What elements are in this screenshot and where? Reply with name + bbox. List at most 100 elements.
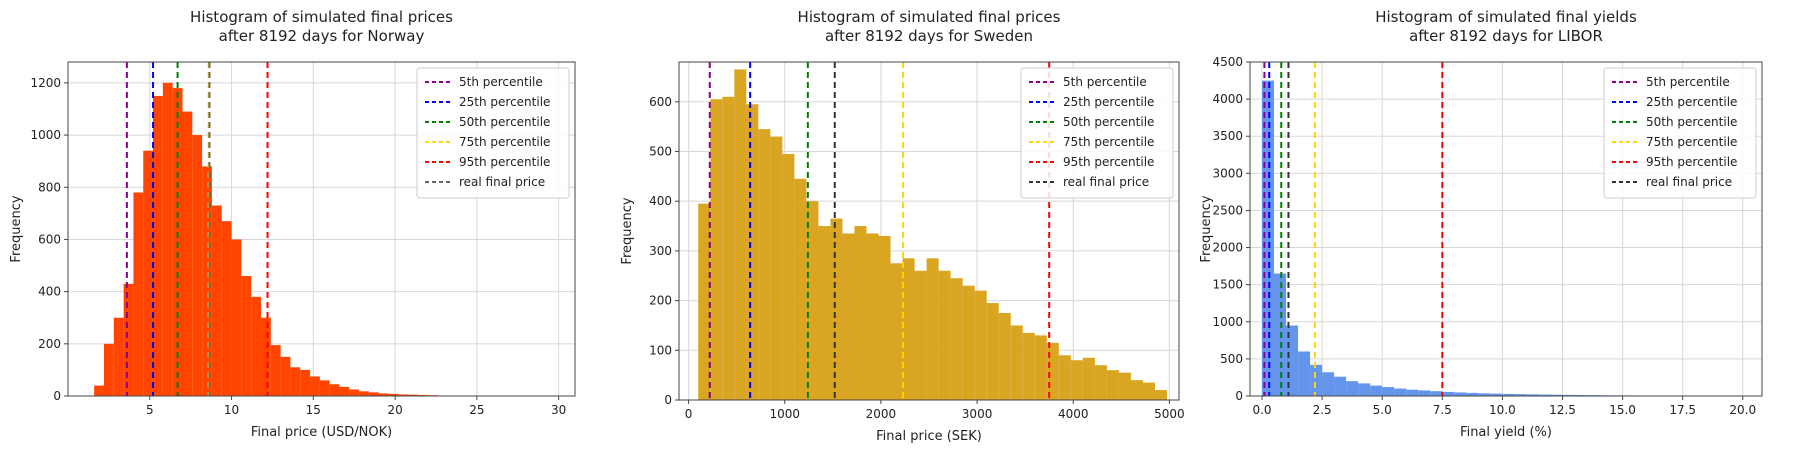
legend-label: 75th percentile <box>1063 135 1154 149</box>
legend-label: 25th percentile <box>1646 95 1737 109</box>
histogram-bar <box>368 392 379 396</box>
histogram-bar <box>192 135 203 396</box>
histogram-bar <box>914 270 927 400</box>
histogram-bar <box>1274 273 1287 396</box>
histogram-bar <box>974 290 987 400</box>
histogram-bar <box>408 394 418 396</box>
histogram-bar <box>842 233 855 400</box>
histogram-norway: Histogram of simulated final prices after… <box>9 8 576 440</box>
y-axis-label: Frequency <box>1199 195 1214 262</box>
histogram-bar <box>1058 355 1071 400</box>
legend-label: real final price <box>1646 175 1732 189</box>
histogram-bar <box>251 296 261 396</box>
legend-label: 50th percentile <box>459 115 550 129</box>
histogram-bar <box>329 384 340 396</box>
histogram-bar <box>241 275 252 396</box>
y-tick-label: 500 <box>1220 352 1243 366</box>
histogram-bar <box>359 391 369 396</box>
histogram-bar <box>1538 394 1551 396</box>
histogram-bar <box>758 129 771 400</box>
legend-label: 5th percentile <box>459 75 543 89</box>
histogram-bar <box>698 203 711 400</box>
y-tick-label: 3000 <box>1212 166 1243 180</box>
x-tick-label: 10 <box>224 403 239 417</box>
legend-label: real final price <box>1063 175 1149 189</box>
histogram-bar <box>1466 392 1479 396</box>
histogram-bar <box>818 226 831 400</box>
legend: 5th percentile 25th percentile 50th percen… <box>416 67 570 199</box>
x-axis-label: Final price (SEK) <box>876 429 982 444</box>
y-tick-label: 800 <box>38 180 61 194</box>
chart-title: Histogram of simulated final yields after… <box>1375 8 1637 45</box>
x-tick-label: 2000 <box>866 407 897 421</box>
histogram-bar <box>280 356 291 396</box>
histogram-bar <box>1502 393 1515 396</box>
x-tick-label: 25 <box>469 403 484 417</box>
histogram-bar <box>734 69 747 401</box>
histogram-bar <box>998 313 1011 400</box>
histogram-bar <box>231 239 242 396</box>
histogram-bar <box>113 317 124 396</box>
histogram-bar <box>221 221 232 396</box>
histogram-bar <box>1490 393 1503 396</box>
histogram-libor: Histogram of simulated final yields after… <box>1199 8 1763 440</box>
legend-label: 5th percentile <box>1063 75 1147 89</box>
legend-box <box>1603 67 1757 199</box>
y-tick-label: 4000 <box>1212 92 1243 106</box>
histogram-bar <box>1298 351 1311 396</box>
x-tick-label: 30 <box>551 403 566 417</box>
histogram-bar <box>398 394 409 396</box>
y-tick-label: 600 <box>38 232 61 246</box>
x-tick-label: 20.0 <box>1729 403 1756 417</box>
chart-title: Histogram of simulated final prices after… <box>190 8 453 45</box>
histogram-bar <box>938 270 951 400</box>
plot-frame <box>1249 61 1763 397</box>
histogram-bar <box>290 367 301 396</box>
histogram-bar <box>270 345 281 396</box>
y-tick-label: 100 <box>649 343 672 357</box>
legend-label: 50th percentile <box>1063 115 1154 129</box>
y-tick-label: 200 <box>38 337 61 351</box>
x-tick-label: 5.0 <box>1373 403 1392 417</box>
legend-label: 25th percentile <box>1063 95 1154 109</box>
histogram-bar <box>782 153 795 400</box>
histogram-bar <box>310 376 320 396</box>
histogram-bar <box>794 178 807 400</box>
histogram-bar <box>1118 372 1131 400</box>
y-axis-label: Frequency <box>9 195 24 262</box>
histogram-bar <box>378 393 389 396</box>
x-tick-label: 5000 <box>1154 407 1185 421</box>
histogram-bar <box>986 303 999 400</box>
histogram-bar <box>1010 325 1023 400</box>
legend: 5th percentile 25th percentile 50th percen… <box>1603 67 1757 199</box>
histogram-bar <box>1130 380 1143 400</box>
x-tick-label: 3000 <box>962 407 993 421</box>
histogram-bar <box>94 385 104 396</box>
histogram-bar <box>1382 387 1395 396</box>
legend-label: 75th percentile <box>459 135 550 149</box>
histogram-bar <box>1334 376 1347 396</box>
histogram-bar <box>878 235 891 400</box>
histogram-bar <box>890 263 903 400</box>
y-tick-label: 2500 <box>1212 203 1243 217</box>
y-tick-label: 500 <box>649 144 672 158</box>
histogram-bar <box>1418 390 1431 396</box>
histogram-bar <box>319 380 330 396</box>
histogram-bar <box>854 226 867 400</box>
plot-frame <box>678 61 1180 401</box>
histogram-bar <box>211 205 222 396</box>
legend-box <box>1020 67 1174 199</box>
histogram-bar <box>162 82 173 396</box>
histogram-bar <box>1358 383 1371 396</box>
y-tick-label: 0 <box>1235 389 1243 403</box>
histogram-bar <box>153 95 163 396</box>
histogram-bar <box>1142 382 1155 400</box>
histogram-bar <box>1310 364 1323 396</box>
histogram-bar <box>1046 342 1059 400</box>
y-tick-label: 200 <box>649 294 672 308</box>
histogram-bar <box>1094 365 1107 400</box>
histogram-bar <box>1370 385 1383 396</box>
x-tick-label: 17.5 <box>1669 403 1696 417</box>
histogram-bar <box>1394 388 1407 396</box>
histogram-bar <box>866 233 879 400</box>
